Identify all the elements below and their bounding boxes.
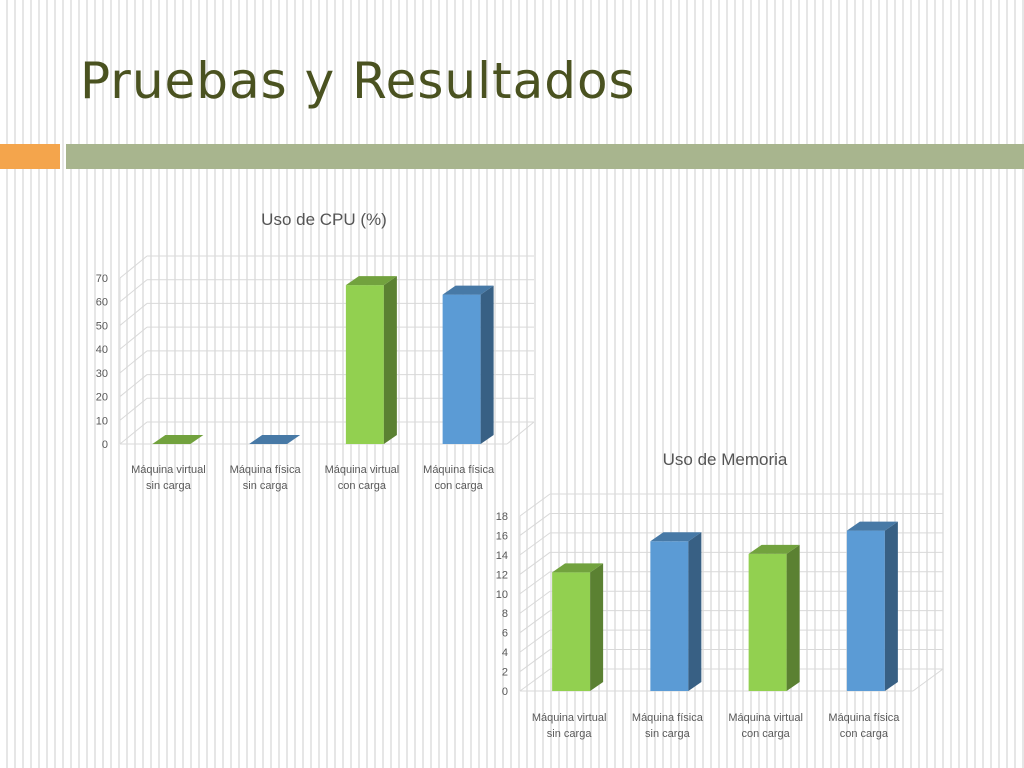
y-tick-label: 6 [502,628,508,640]
gridline-side [519,668,551,692]
x-tick-label: Máquina física sin carga [632,712,704,740]
y-tick-label: 30 [96,368,108,380]
y-tick-label: 40 [96,344,108,356]
bar-side [383,276,397,444]
gridline-side [519,513,551,536]
y-tick-label: 4 [502,647,508,659]
bar-front [650,541,689,691]
accent-bar-green [66,144,1024,169]
y-tick-label: 10 [496,589,508,601]
bar-side [786,544,800,691]
y-tick-label: 14 [496,550,508,562]
bar [650,532,702,691]
x-tick-label: Máquina física con carga [423,464,495,492]
x-tick-label: Máquina virtual con carga [728,712,803,740]
bar-side [480,285,494,444]
gridline-side [119,374,148,397]
y-tick-label: 12 [496,569,508,581]
chart-title: Uso de CPU (%) [261,210,387,229]
y-tick-label: 2 [502,667,508,679]
gridline-side [519,551,551,575]
accent-bar-orange [0,144,60,169]
bar-top [748,544,800,554]
gridline-side [519,610,551,634]
gridline-side [519,493,551,517]
bar [152,435,204,444]
bar-top [846,521,898,531]
gridline-side [119,279,148,303]
bar-top [152,435,204,444]
gridline-side [119,397,148,421]
y-tick-label: 20 [96,392,108,404]
y-tick-label: 60 [96,297,108,309]
bar-side [688,532,702,691]
bar-top [442,285,494,295]
bar [748,544,800,691]
x-tick-label: Máquina virtual sin carga [131,464,206,492]
bar-front [442,294,481,444]
gridline-side [519,590,551,614]
bar-side [884,521,898,691]
bar-front [345,285,384,444]
y-tick-label: 0 [102,439,108,451]
gridline-side [519,571,551,595]
bar [552,563,604,691]
gridline-side [519,532,551,556]
gridline-side [119,303,148,326]
x-tick-label: Máquina física sin carga [230,464,302,492]
bar-top [552,563,604,573]
y-tick-label: 8 [502,608,508,620]
y-tick-label: 16 [496,530,508,542]
bar-top [249,435,301,444]
bar-top [650,532,702,542]
gridline-side [119,255,148,279]
x-tick-label: Máquina virtual sin carga [532,712,607,740]
cpu-usage-chart: Uso de CPU (%) 0 10 20 30 40 50 60 70 Máquina vi… [96,210,535,492]
y-tick-label: 50 [96,320,108,332]
bar-top [345,276,397,286]
gridline-side [519,649,551,672]
bar-front [748,553,787,691]
memory-usage-chart: Uso de Memoria 0 2 4 6 8 10 12 14 16 18 Máquina vi… [496,450,944,740]
bar [249,435,301,444]
x-tick-label: Máquina física con carga [828,712,900,740]
gridline-side [119,421,148,445]
bar [846,521,898,691]
y-tick-label: 0 [502,686,508,698]
floor-edge [912,668,944,692]
y-tick-label: 70 [96,273,108,285]
y-tick-label: 10 [96,415,108,427]
floor-edge [506,421,535,445]
y-tick-label: 18 [496,511,508,523]
bar-front [846,530,885,691]
slide-title: Pruebas y Resultados [80,52,636,110]
bar [442,285,494,444]
bar-side [590,563,604,691]
bar-front [552,572,591,691]
gridline-side [119,326,148,350]
gridline-side [519,629,551,653]
bar [345,276,397,444]
x-tick-label: Máquina virtual con carga [325,464,400,492]
chart-title: Uso de Memoria [663,450,788,469]
gridline-side [119,350,148,374]
